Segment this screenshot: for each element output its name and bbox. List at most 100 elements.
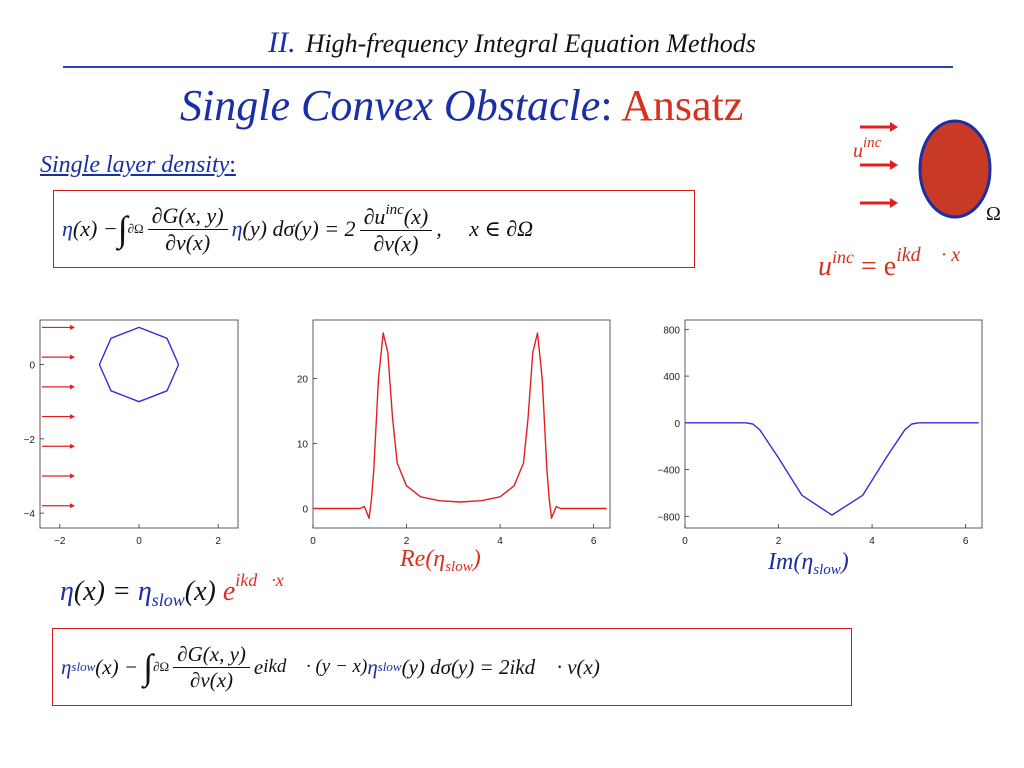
eq2-lhs: (x) = [73,576,138,607]
x-tick-label: 4 [497,536,503,547]
x-tick-label: 0 [682,536,688,547]
formula-eq: = e [854,251,897,282]
eq3-eta-2: η [367,654,378,679]
formula-exp: ikd⃗ · x [896,244,961,266]
plot-geometry: −2 0 2 0 −2 −4 [0,318,245,553]
plot-frame [312,319,611,529]
series-line [98,326,180,403]
eq1-frac-1: ∂G(x, y) ∂ν(x) [147,203,228,256]
equation-box-3: η slow (x) − ∫ ∂Ω ∂G(x, y) ∂ν(x) e ikd⃗ · (… [52,628,852,706]
eq2-slow: slow [151,590,185,610]
eq1-frac1-num: ∂G(x, y) [147,203,228,230]
arrow-head [890,198,898,208]
obstacle-diagram [840,110,1020,230]
y-tick-label: −2 [24,435,36,446]
omega-label: Ω [986,203,1001,225]
eq3-integral-sign: ∫ [143,647,154,687]
real-part-plot-svg: 0 2 4 6 0 10 20 [297,319,611,547]
eq1-int-sub: ∂Ω [127,221,144,236]
arrow-head [70,324,75,330]
obstacle-shape [918,119,992,219]
caption-real-suffix: ) [472,546,481,572]
eq1-frac1-den: ∂ν(x) [165,229,211,255]
subtitle-text: Single layer density [40,152,230,178]
eq1-frac2-sup: inc [385,201,404,218]
arrow-head [890,122,898,132]
arrow-head [70,473,75,479]
arrow-head [70,503,75,509]
y-tick-label: 0 [29,361,35,372]
x-tick-label: −2 [54,536,66,547]
eq3-frac: ∂G(x, y) ∂ν(x) [173,642,250,693]
x-tick-label: 0 [136,536,142,547]
y-tick-label: 800 [663,325,680,336]
eq3-exp: ikd⃗ · (y − x) [263,656,368,677]
slide-title: Single Convex Obstacle: Ansatz [180,80,743,131]
arrow-head [70,443,75,449]
eq2-exp-base: e [222,576,236,607]
geometry-plot-svg: −2 0 2 0 −2 −4 [24,319,239,547]
y-tick-label: 400 [663,372,680,383]
eq3-tail: (y) dσ(y) = 2ikd⃗ · ν(x) [401,654,600,679]
plot-frame [39,319,239,529]
caption-imag-suffix: ) [840,549,849,575]
subtitle-colon: : [229,152,236,178]
equation-box-1: η (x) − ∫ ∂Ω ∂G(x, y) ∂ν(x) η (y) dσ(y) =… [53,190,695,268]
x-tick-label: 6 [963,536,969,547]
y-tick-label: 20 [297,375,309,386]
eq1-tail: , x ∈ ∂Ω [436,216,534,241]
x-tick-label: 4 [869,536,875,547]
y-tick-label: 0 [674,419,680,430]
arrow-head [890,160,898,170]
slide-header: II. High-frequency Integral Equation Meth… [0,26,1024,60]
obstacle-svg [860,119,992,219]
eq2-eta: η [60,576,74,607]
x-tick-label: 2 [404,536,410,547]
eq3-frac-den: ∂ν(x) [190,667,234,692]
y-tick-label: −4 [24,509,36,520]
caption-imag-sub: slow [813,562,841,578]
eq3-eta: η [61,654,72,679]
equation-2: η(x) = ηslow(x) eikd⃗·x [60,570,284,611]
formula-u-sup: inc [832,247,854,267]
x-tick-label: 0 [310,536,316,547]
caption-imag: Im(ηslow) [768,549,849,579]
arrow-head [70,414,75,420]
u-inc-base: u [853,140,863,162]
eq1-eta-2: η [231,216,243,241]
eq1-frac2-num: ∂u [363,203,386,229]
y-tick-label: 10 [297,440,309,451]
y-tick-label: −800 [657,512,680,523]
imag-part-plot-svg: 0 2 4 6 800 400 0 −400 −800 [657,319,983,547]
eq3-int-sub: ∂Ω [153,659,170,674]
eq3-slow-2: slow [377,659,402,674]
u-inc-sup: inc [863,135,882,151]
eq3-frac-num: ∂G(x, y) [173,642,250,668]
x-tick-label: 2 [215,536,221,547]
eq3-exp-base: e [253,654,264,679]
x-tick-label: 2 [776,536,782,547]
eq3-lhs-arg: (x) − [95,654,144,679]
eq1-integral-sign: ∫ [117,209,128,249]
subtitle: Single layer density: [40,152,236,179]
plot-frame [684,319,983,529]
caption-real-prefix: Re(η [400,546,446,572]
caption-real: Re(ηslow) [400,546,481,576]
caption-imag-prefix: Im(η [768,549,814,575]
title-main: Single Convex Obstacle [180,81,601,130]
eq1-eta: η [62,216,73,241]
section-title: High-frequency Integral Equation Methods [305,29,756,58]
eq3-slow: slow [71,659,96,674]
eq1-frac-2: ∂uinc(x) ∂ν(x) [359,201,433,257]
formula-u: u [818,251,832,282]
section-number: II. [268,26,296,59]
title-ansatz: Ansatz [621,81,744,130]
u-inc-label: uinc [853,135,881,163]
eq2-exp: ikd⃗·x [235,570,284,590]
title-colon: : [600,81,613,130]
y-tick-label: −400 [657,466,680,477]
eq1-mid: (y) dσ(y) = 2 [242,216,356,241]
incident-wave-formula: uinc = eikd⃗ · x [818,244,960,283]
y-tick-label: 0 [302,505,308,516]
eq2-eta-slow: η [137,576,152,607]
